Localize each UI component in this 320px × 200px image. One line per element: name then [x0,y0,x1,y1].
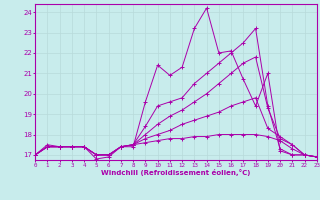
X-axis label: Windchill (Refroidissement éolien,°C): Windchill (Refroidissement éolien,°C) [101,169,251,176]
